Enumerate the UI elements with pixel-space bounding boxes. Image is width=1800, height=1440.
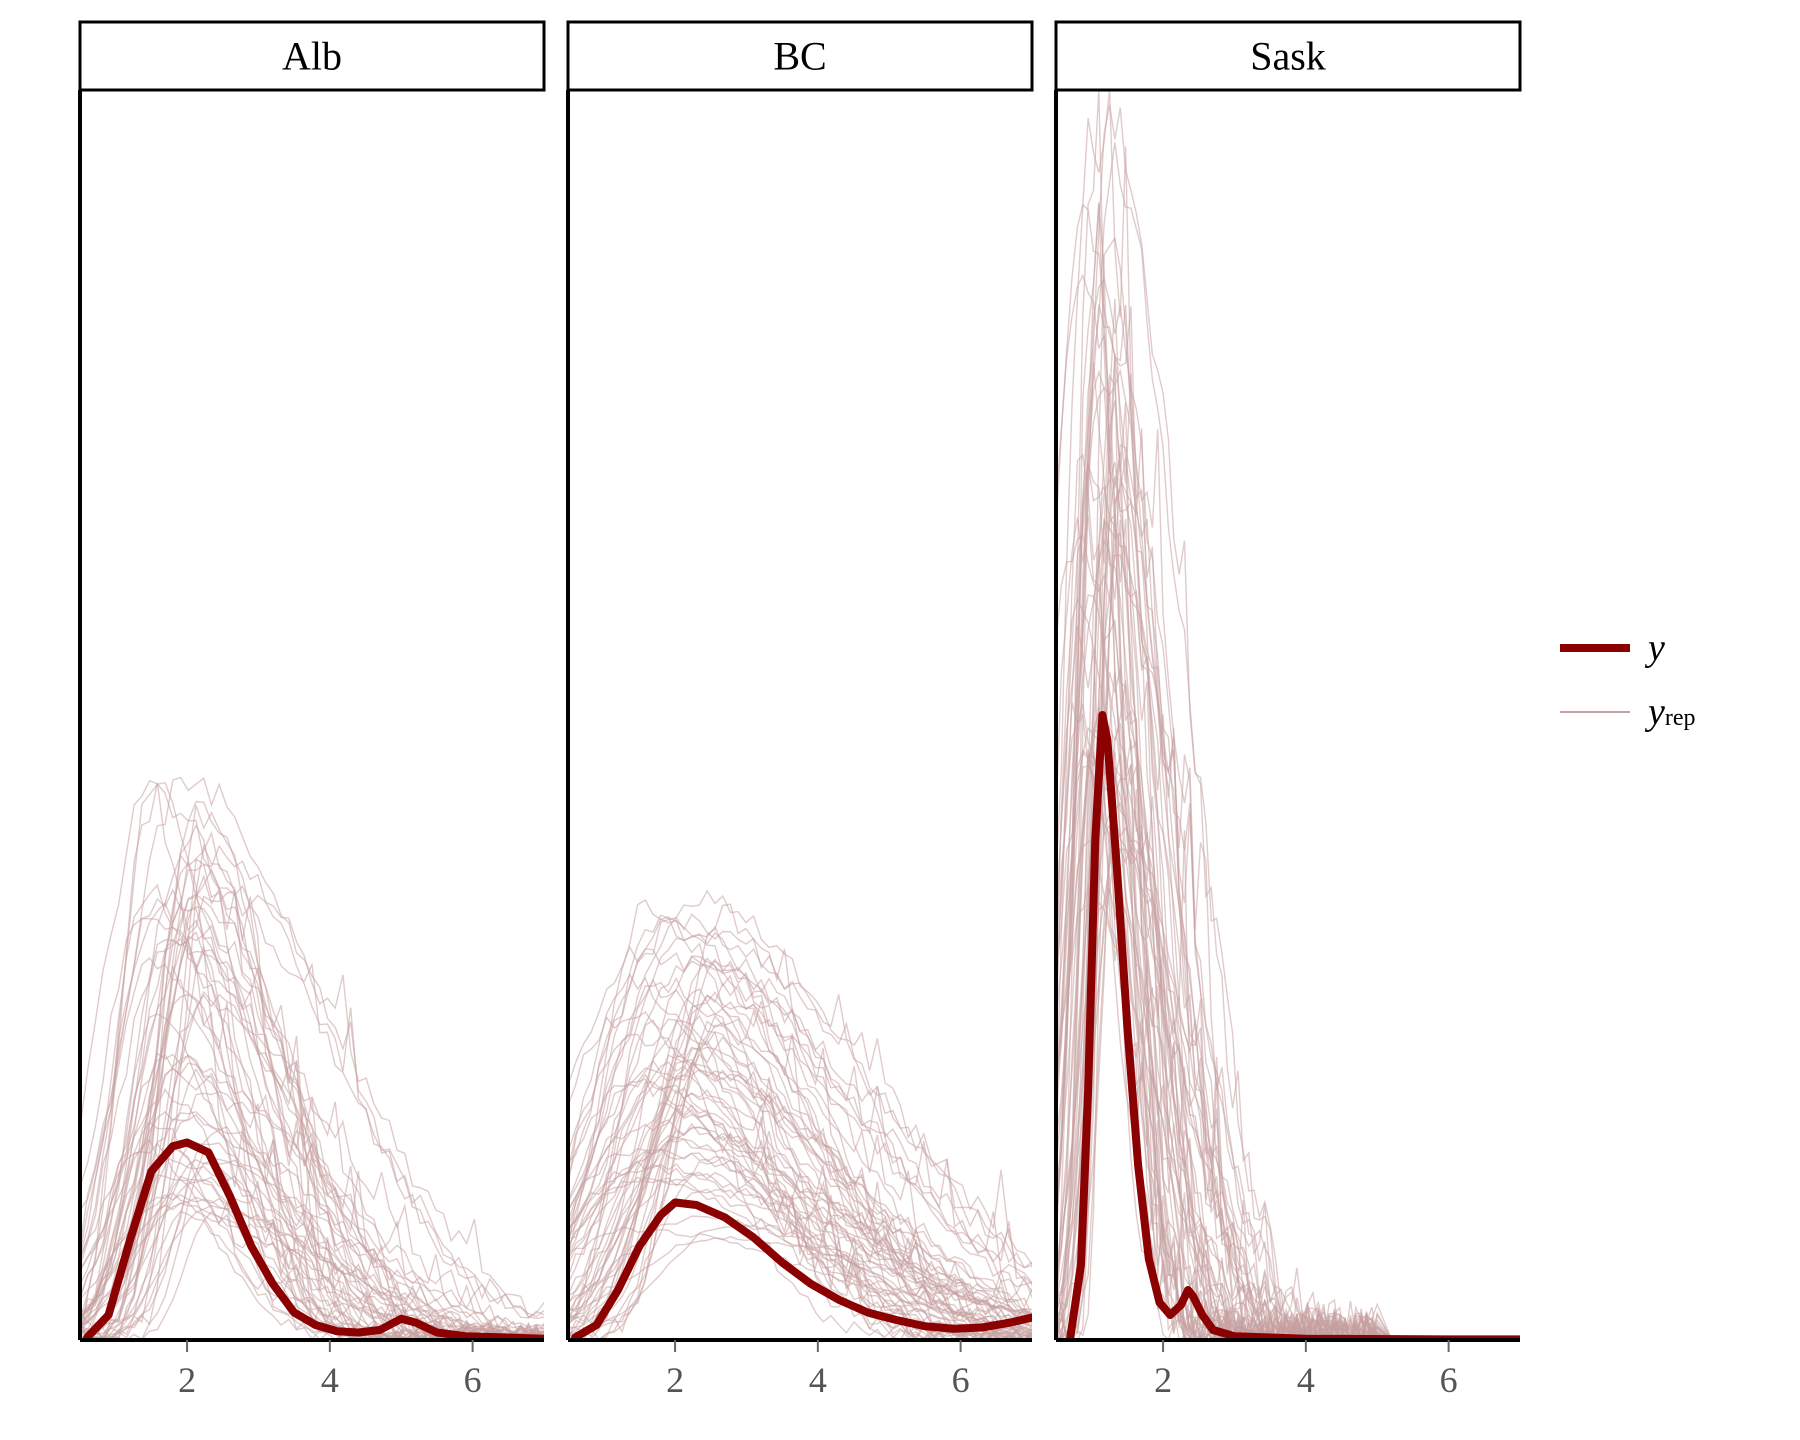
facet-label: Sask xyxy=(1250,34,1326,79)
x-tick-label: 4 xyxy=(1297,1360,1315,1400)
x-tick-label: 2 xyxy=(178,1360,196,1400)
x-tick-label: 4 xyxy=(321,1360,339,1400)
x-tick-label: 6 xyxy=(1440,1360,1458,1400)
legend-label-y: y xyxy=(1644,627,1665,669)
density-facet-chart: Alb246BC246Sask246yyrep xyxy=(0,0,1800,1440)
x-tick-label: 6 xyxy=(952,1360,970,1400)
facet-label: Alb xyxy=(282,34,342,79)
x-tick-label: 2 xyxy=(666,1360,684,1400)
x-tick-label: 4 xyxy=(809,1360,827,1400)
chart-container: Alb246BC246Sask246yyrep xyxy=(0,0,1800,1440)
x-tick-label: 6 xyxy=(464,1360,482,1400)
x-tick-label: 2 xyxy=(1154,1360,1172,1400)
facet-label: BC xyxy=(773,34,826,79)
